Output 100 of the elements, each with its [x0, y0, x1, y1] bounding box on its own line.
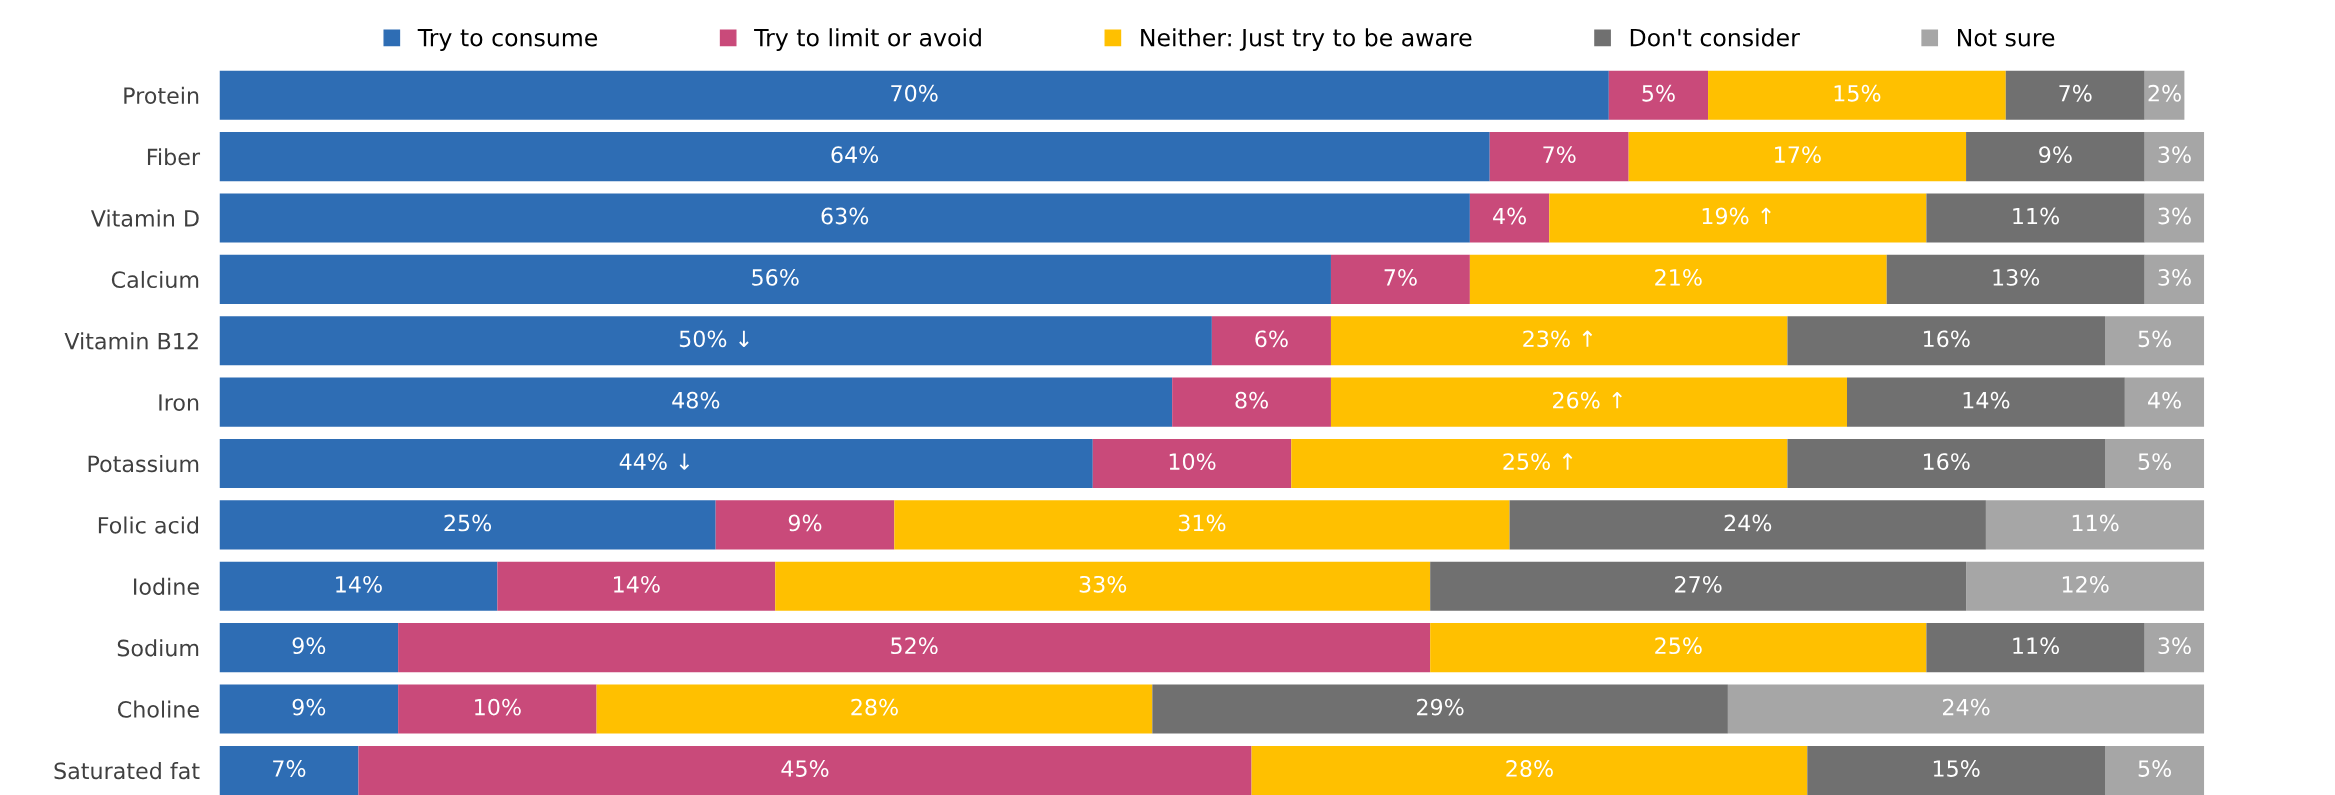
data-label: 50% ↓: [679, 330, 749, 348]
bar: [1708, 70, 2006, 120]
bar: [1092, 438, 1292, 489]
data-label: 56%: [752, 269, 799, 286]
data-label: 7%: [1543, 146, 1576, 164]
bar: [1549, 193, 1927, 243]
data-label: 24%: [1943, 698, 1990, 716]
legend-label: Not sure: [1958, 28, 2055, 47]
data-label: 31%: [1178, 514, 1226, 532]
bar: [1330, 316, 1788, 366]
legend-label: Try to limit or avoid: [754, 28, 981, 52]
y-tick-label: Sodium: [117, 639, 199, 657]
data-label: 52%: [891, 637, 938, 655]
bar: [1430, 561, 1967, 611]
data-label: 17%: [1775, 146, 1821, 164]
bar: [1330, 254, 1470, 304]
data-label: 14%: [1963, 391, 2010, 409]
data-label: 4%: [1493, 207, 1526, 225]
bar: [1430, 623, 1927, 673]
data-label: 9%: [292, 698, 326, 716]
bar: [1251, 745, 1808, 795]
bar: [1469, 193, 1550, 243]
bar: [2144, 623, 2205, 673]
bar: [1172, 377, 1331, 427]
bar: [219, 316, 1212, 366]
bar: [1469, 254, 1887, 304]
bar: [2005, 70, 2145, 120]
data-label: 10%: [1169, 453, 1216, 470]
bar: [219, 193, 1470, 243]
bar: [219, 684, 399, 734]
data-label: 10%: [475, 698, 521, 716]
y-tick-label: Calcium: [111, 270, 199, 289]
y-tick-label: Choline: [117, 700, 199, 718]
bar: [596, 684, 1153, 734]
bar: [219, 377, 1173, 427]
bar: [1787, 316, 2105, 366]
legend-label: Neither: Just try to be aware: [1141, 28, 1472, 52]
data-label: 16%: [1923, 330, 1970, 348]
bar: [894, 500, 1510, 550]
data-label: 33%: [1079, 575, 1127, 593]
data-label: 26% ↑: [1553, 391, 1622, 409]
data-label: 23% ↑: [1523, 330, 1593, 348]
data-label: 45%: [781, 760, 829, 777]
data-label: 3%: [2158, 146, 2191, 164]
bar: [2105, 316, 2205, 366]
data-label: 8%: [1235, 391, 1268, 409]
bar: [1807, 745, 2105, 795]
bar: [1926, 193, 2145, 243]
bar: [1489, 132, 1629, 182]
bar: [1886, 254, 2145, 304]
data-label: 48%: [672, 391, 720, 409]
data-label: 44% ↓: [619, 453, 690, 470]
data-label: 5%: [2138, 453, 2172, 470]
bar: [398, 684, 597, 734]
data-label: 24%: [1724, 514, 1772, 532]
data-label: 25%: [1655, 637, 1702, 655]
y-tick-label: Saturated fat: [54, 762, 200, 780]
bar: [1152, 684, 1728, 734]
legend-label: Try to consume: [417, 28, 598, 52]
data-label: 4%: [2148, 391, 2181, 409]
bar: [1291, 438, 1788, 489]
bar: [1628, 132, 1967, 182]
data-label: 9%: [2039, 146, 2072, 164]
bar: [1608, 70, 1709, 120]
data-label: 3%: [2158, 207, 2191, 225]
bar: [1985, 500, 2205, 550]
bar: [775, 561, 1431, 611]
bar: [2144, 254, 2205, 304]
data-label: 6%: [1255, 330, 1288, 348]
bar: [2144, 193, 2205, 243]
data-label: 9%: [788, 514, 822, 532]
bar: [1509, 500, 1986, 550]
bar: [497, 561, 776, 611]
bar: [2144, 70, 2185, 120]
bar: [2124, 377, 2205, 427]
data-label: 7%: [273, 760, 306, 777]
data-label: 11%: [2013, 207, 2060, 225]
bar: [219, 132, 1490, 182]
data-label: 16%: [1923, 453, 1970, 470]
data-label: 15%: [1933, 760, 1980, 777]
data-label: 11%: [2013, 637, 2060, 655]
bar: [1966, 132, 2145, 182]
y-tick-label: Iodine: [134, 577, 199, 596]
bar: [2105, 438, 2205, 489]
data-label: 25%: [444, 514, 492, 532]
data-label: 27%: [1675, 575, 1722, 593]
data-label: 15%: [1834, 84, 1881, 102]
data-label: 5%: [2138, 330, 2172, 348]
legend-label: Don't consider: [1630, 28, 1800, 47]
bar: [219, 623, 399, 673]
data-label: 28%: [1506, 760, 1553, 777]
bar: [219, 70, 1609, 120]
data-label: 63%: [821, 207, 869, 225]
bar: [358, 745, 1252, 795]
data-label: 14%: [336, 575, 382, 593]
data-label: 29%: [1417, 698, 1464, 716]
bar: [2144, 132, 2205, 182]
data-label: 14%: [614, 575, 660, 593]
bar: [219, 745, 359, 795]
bar: [1966, 561, 2205, 611]
